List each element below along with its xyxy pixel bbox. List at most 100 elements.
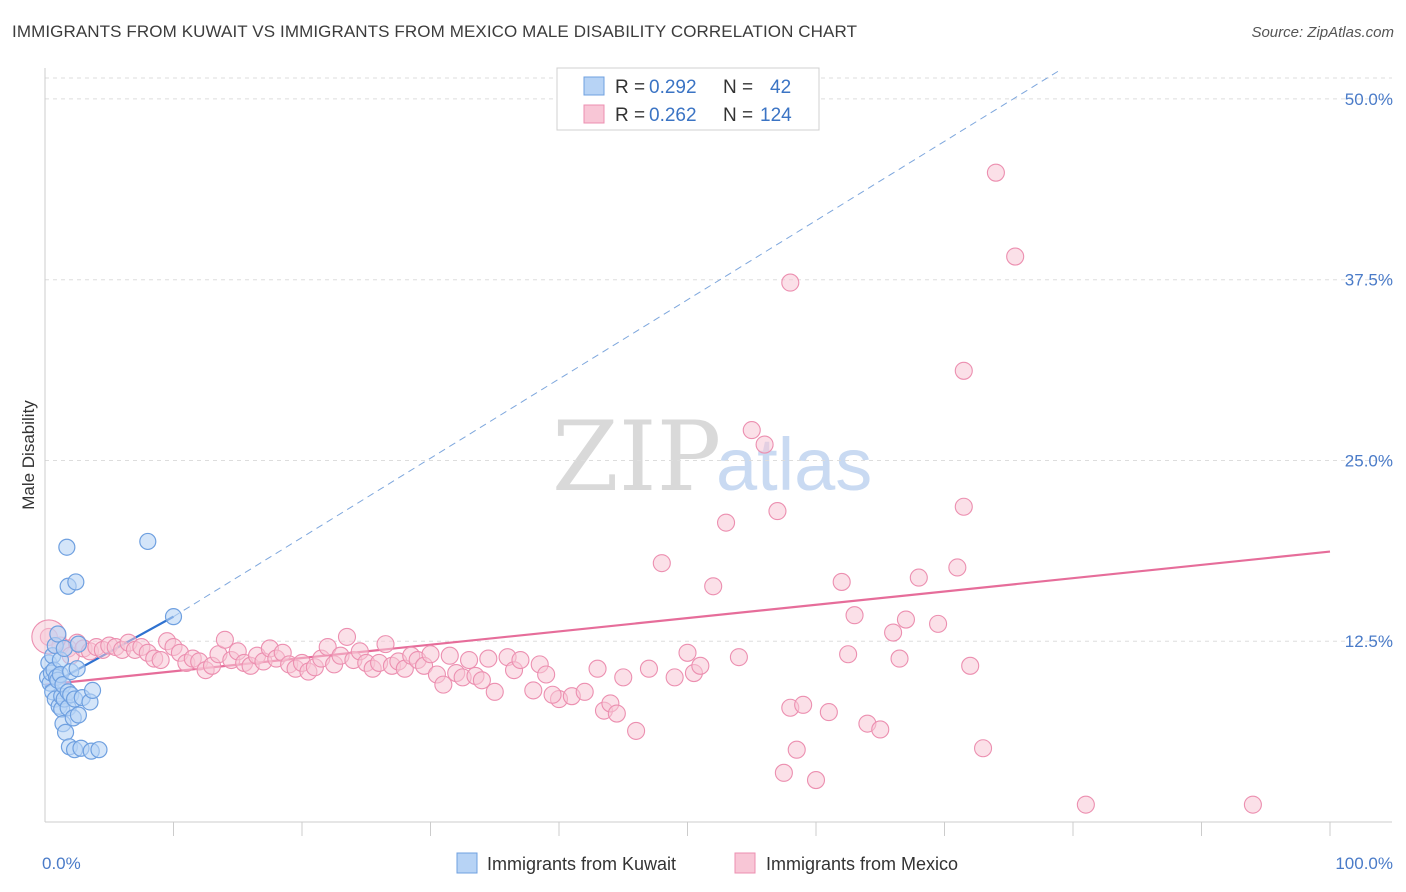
mexico-point bbox=[729, 648, 748, 667]
mexico-point bbox=[704, 577, 723, 596]
mexico-point bbox=[376, 635, 395, 654]
mexico-point bbox=[832, 572, 851, 591]
bottom-legend-swatch-mexico bbox=[734, 852, 756, 874]
y-axis-label: Male Disability bbox=[19, 400, 38, 510]
y-tick-label: 50.0% bbox=[1345, 90, 1393, 109]
kuwait-point bbox=[67, 573, 85, 591]
axes bbox=[44, 68, 1392, 836]
mexico-point bbox=[787, 740, 806, 759]
legend-r-value-mexico: 0.262 bbox=[649, 105, 697, 126]
mexico-point bbox=[806, 771, 826, 790]
mexico-point bbox=[973, 739, 993, 758]
mexico-point bbox=[961, 656, 980, 675]
mexico-point bbox=[768, 502, 787, 521]
mexico-point bbox=[781, 273, 800, 292]
mexico-point bbox=[627, 721, 646, 740]
mexico-point bbox=[511, 650, 530, 670]
mexico-point bbox=[434, 675, 453, 694]
mexico-point bbox=[948, 558, 967, 577]
trend-lines bbox=[44, 69, 1331, 689]
mexico-point bbox=[1006, 247, 1025, 266]
chart-source: Source: ZipAtlas.com bbox=[1251, 24, 1394, 41]
mexico-point bbox=[588, 659, 607, 678]
kuwait-point bbox=[69, 706, 88, 724]
legend: R = 0.292 N = 42 R = 0.262 N = 124 bbox=[556, 67, 820, 131]
kuwait-trend-extension bbox=[173, 69, 1061, 618]
mexico-point bbox=[607, 704, 626, 723]
mexico-point bbox=[716, 513, 736, 532]
mexico-point bbox=[459, 650, 479, 670]
mexico-point bbox=[794, 695, 813, 714]
x-tick-label: 0.0% bbox=[42, 854, 81, 873]
mexico-point bbox=[890, 649, 909, 668]
mexico-point bbox=[652, 554, 671, 573]
kuwait-point bbox=[58, 538, 76, 556]
mexico-point bbox=[742, 421, 761, 440]
mexico-point bbox=[839, 645, 858, 664]
mexico-point bbox=[954, 497, 973, 516]
y-tick-label: 12.5% bbox=[1345, 632, 1393, 651]
mexico-point bbox=[1243, 795, 1262, 814]
y-tick-label: 25.0% bbox=[1345, 451, 1393, 470]
bottom-legend-label-kuwait: Immigrants from Kuwait bbox=[487, 854, 676, 874]
mexico-point bbox=[639, 659, 659, 678]
kuwait-point bbox=[83, 681, 102, 700]
bottom-legend: Immigrants from Kuwait Immigrants from M… bbox=[456, 852, 958, 874]
legend-n-label-kuwait: N = bbox=[723, 77, 753, 98]
kuwait-point bbox=[49, 625, 67, 643]
watermark-atlas: atlas bbox=[716, 423, 872, 506]
mexico-point bbox=[678, 643, 697, 662]
legend-n-value-mexico: 124 bbox=[760, 105, 792, 126]
watermark: ZIP atlas bbox=[552, 401, 872, 513]
bottom-legend-swatch-kuwait bbox=[456, 852, 478, 874]
mexico-point bbox=[896, 610, 916, 629]
legend-r-label-kuwait: R = bbox=[615, 77, 645, 98]
x-tick-labels: 0.0% 100.0% bbox=[42, 854, 1393, 873]
mexico-point bbox=[537, 665, 556, 684]
kuwait-point bbox=[68, 660, 86, 678]
chart-title: IMMIGRANTS FROM KUWAIT VS IMMIGRANTS FRO… bbox=[12, 22, 858, 41]
x-tick-label: 100.0% bbox=[1335, 854, 1393, 873]
kuwait-point bbox=[69, 635, 88, 653]
series-kuwait-points bbox=[38, 532, 183, 760]
legend-swatch-kuwait bbox=[583, 76, 605, 96]
y-tick-label: 37.5% bbox=[1345, 271, 1393, 290]
mexico-point bbox=[845, 606, 864, 625]
kuwait-point bbox=[55, 639, 73, 658]
mexico-point bbox=[665, 668, 684, 687]
grid-lines bbox=[45, 77, 1392, 642]
kuwait-point bbox=[56, 723, 75, 741]
y-tick-labels: 12.5% 25.0% 37.5% 50.0% bbox=[1345, 90, 1393, 651]
kuwait-point bbox=[139, 532, 157, 551]
legend-r-label-mexico: R = bbox=[615, 105, 645, 126]
mexico-point bbox=[421, 645, 440, 664]
watermark-zip: ZIP bbox=[552, 401, 721, 513]
legend-n-value-kuwait: 42 bbox=[770, 77, 791, 98]
mexico-point bbox=[440, 646, 459, 665]
mexico-point bbox=[472, 671, 491, 690]
mexico-point bbox=[929, 614, 948, 633]
legend-swatch-mexico bbox=[583, 104, 605, 124]
kuwait-point bbox=[90, 741, 108, 759]
mexico-point bbox=[819, 703, 838, 722]
mexico-point bbox=[954, 361, 973, 380]
mexico-point bbox=[151, 650, 170, 670]
mexico-point bbox=[774, 763, 793, 782]
mexico-point bbox=[337, 627, 357, 646]
mexico-point bbox=[986, 163, 1005, 182]
mexico-point bbox=[755, 435, 774, 454]
mexico-point bbox=[884, 623, 903, 642]
legend-n-label-mexico: N = bbox=[723, 105, 753, 126]
mexico-point bbox=[215, 630, 234, 649]
mexico-point bbox=[871, 720, 890, 739]
mexico-point bbox=[575, 682, 594, 701]
mexico-point bbox=[614, 668, 633, 687]
kuwait-point bbox=[164, 608, 183, 626]
mexico-point bbox=[318, 637, 337, 657]
mexico-point bbox=[479, 649, 498, 668]
mexico-point bbox=[485, 682, 504, 701]
mexico-point bbox=[524, 681, 543, 700]
bottom-legend-label-mexico: Immigrants from Mexico bbox=[766, 854, 958, 874]
legend-r-value-kuwait: 0.292 bbox=[649, 77, 697, 98]
